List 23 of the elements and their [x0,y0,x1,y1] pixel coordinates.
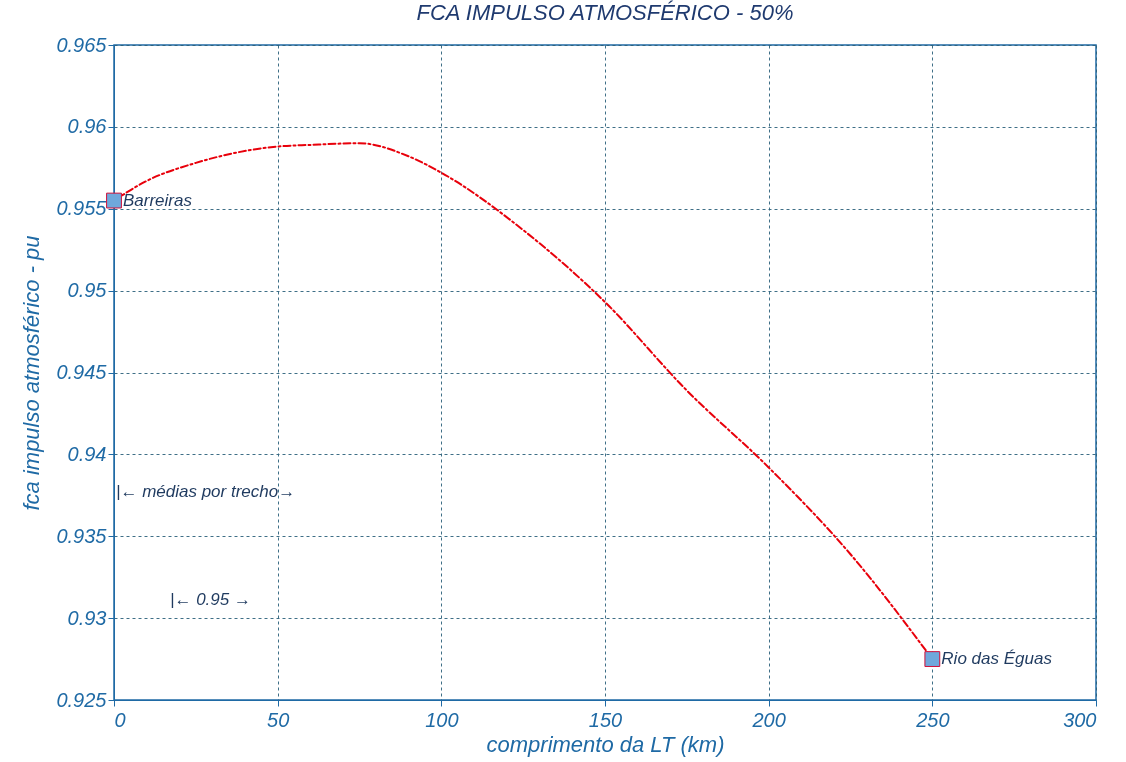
chart-title: FCA IMPULSO ATMOSFÉRICO - 50% [416,0,794,25]
y-tick-label: 0.95 [67,279,108,302]
x-tick-label: 100 [425,708,459,731]
y-tick-label: 0.925 [56,688,108,711]
y-tick-label: 0.935 [56,524,108,547]
y-tick-label: 0.94 [67,442,107,465]
x-tick-label: 300 [1063,708,1097,731]
y-axis-title: fca impulso atmosférico - pu [19,235,45,511]
y-tick-label: 0.96 [67,115,108,138]
annotation: |← 0.95 → [170,590,251,610]
annotation: |← médias por trecho→ [116,482,296,502]
annotation: Rio das Éguas [941,649,1053,669]
x-axis-title: comprimento da LT (km) [486,731,725,757]
y-tick-label: 0.945 [56,361,108,383]
y-tick-label: 0.93 [67,606,107,629]
x-tick-label: 50 [267,708,290,731]
x-tick-label: 150 [588,708,623,731]
y-tick-label: 0.955 [56,197,108,220]
x-tick-label: 0 [114,708,126,731]
x-tick-label: 200 [751,708,786,731]
y-tick-label: 0.965 [56,33,108,56]
annotation: Barreiras [123,190,193,210]
x-tick-label: 250 [915,708,950,731]
